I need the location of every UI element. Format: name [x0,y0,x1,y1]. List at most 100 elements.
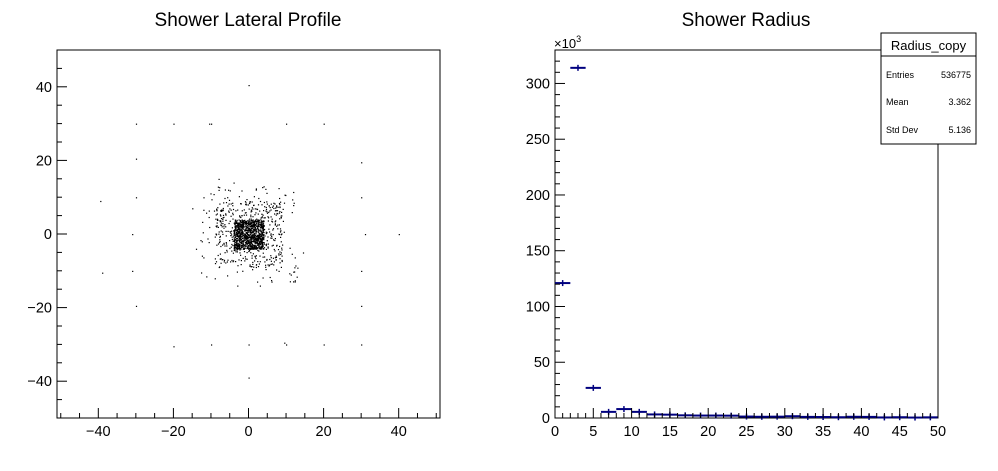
scatter-point [243,222,245,224]
scatter-point [217,254,219,257]
scatter-point [252,269,254,271]
scatter-point [257,224,259,226]
scatter-point [242,237,245,239]
scatter-point [284,342,286,344]
scatter-point [240,224,243,226]
scatter-point [279,228,282,230]
scatter-point [234,238,237,240]
scatter-point [229,208,231,210]
scatter-point [263,247,266,249]
scatter-point [233,230,235,232]
scatter-point [254,208,256,210]
scatter-point [251,225,253,228]
scatter-point [209,226,211,229]
scatter-point [236,237,238,240]
scatter-point [219,241,221,243]
scatter-point [250,224,252,226]
scatter-point [248,85,250,87]
scatter-point [281,259,283,262]
scatter-point [237,222,239,224]
scatter-point [257,235,259,237]
scatter-point [276,244,278,246]
scatter-point [237,233,239,235]
scatter-point [275,210,277,212]
scatter-point [230,235,232,237]
stats-stddev-value: 5.136 [948,125,971,135]
scatter-point [278,254,280,256]
scatter-point [237,239,239,241]
scatter-point [246,258,248,260]
scatter-point [257,240,259,242]
scatter-point [239,226,241,228]
y-tick-label: 250 [526,132,550,148]
stats-entries-label: Entries [886,70,915,80]
scatter-point [257,219,259,221]
scatter-point [246,199,248,201]
scatter-point [259,234,261,236]
scatter-point [235,245,238,247]
scatter-point [238,237,240,239]
scatter-point [261,225,263,227]
scatter-point [248,219,250,221]
scatter-point [223,227,225,229]
scatter-point [132,270,134,272]
scatter-point [274,250,276,252]
scatter-point [264,256,266,258]
scatter-point [273,202,275,204]
scatter-point [254,229,256,231]
scatter-point [259,210,261,212]
scatter-point [235,226,237,228]
scatter-point [248,223,250,225]
scatter-point [251,248,253,250]
scatter-point [260,230,262,232]
scatter-point [276,205,278,207]
scatter-point [216,222,218,224]
scatter-point [217,186,219,188]
scatter-point [266,240,268,242]
scatter-point [267,246,269,248]
scatter-point [220,230,222,232]
scatter-point [249,250,251,252]
y-tick-label: 300 [526,76,550,92]
scatter-point [279,211,281,213]
scatter-point [235,224,237,226]
scatter-point [246,242,248,244]
stats-box-frame [880,32,977,145]
scatter-point [244,256,246,258]
scatter-point [280,234,282,236]
y-tick-label: 0 [44,227,52,243]
scatter-point [213,210,216,212]
scatter-point [275,255,277,257]
scatter-point [258,230,260,232]
scatter-point [248,242,251,244]
scatter-point [236,230,238,232]
scatter-point [240,222,242,224]
scatter-point [238,229,240,231]
scatter-point [237,209,239,211]
scatter-point [257,261,259,263]
scatter-point [222,207,224,210]
scatter-point [253,196,255,198]
scatter-point [249,230,251,232]
stats-mean-value: 3.362 [948,97,971,107]
scatter-point [224,252,226,254]
scatter-point [268,211,270,213]
scatter-point [228,210,230,212]
scatter-point [247,204,249,206]
scatter-point [259,247,261,249]
scatter-point [282,220,284,222]
scatter-point [261,220,263,223]
scatter-point [242,220,244,222]
scatter-point [266,232,268,234]
scatter-point [237,231,239,233]
scatter-point [233,247,236,249]
scatter-point [243,214,245,216]
scatter-point [248,221,250,223]
scatter-point [263,225,265,227]
scatter-point [255,247,257,250]
scatter-point [236,237,238,239]
scatter-point [294,267,296,269]
scatter-point [259,242,261,244]
scatter-point [277,228,279,230]
scatter-point [242,248,244,250]
